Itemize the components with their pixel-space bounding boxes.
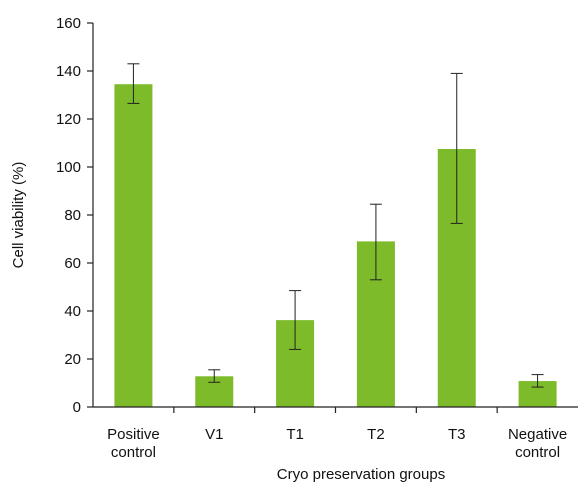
x-tick-label-line: T1 — [286, 426, 304, 443]
x-tick-label: Negative control — [508, 426, 567, 461]
x-tick-label-line: T2 — [367, 426, 385, 443]
y-tick-label: 80 — [64, 207, 81, 224]
x-tick-label-line: control — [111, 444, 156, 461]
x-tick-label: V1 — [205, 426, 223, 443]
y-tick-label: 140 — [56, 63, 81, 80]
error-bars — [127, 63, 544, 388]
x-tick-label: T1 — [286, 426, 304, 443]
bar — [114, 84, 153, 407]
x-tick-label-line: control — [515, 444, 560, 461]
x-tick-label: T2 — [367, 426, 385, 443]
y-tick-label: 160 — [56, 15, 81, 32]
y-axis-title: Cell viability (%) — [10, 162, 27, 269]
y-tick-label: 20 — [64, 351, 81, 368]
x-tick-label-line: Negative — [508, 426, 567, 443]
bars — [114, 84, 557, 407]
y-tick-label: 0 — [73, 399, 81, 416]
x-tick-label-line: Positive — [107, 426, 160, 443]
x-tick-label: T3 — [448, 426, 466, 443]
x-tick-label-line: T3 — [448, 426, 466, 443]
x-axis-title: Cryo preservation groups — [277, 466, 445, 483]
y-tick-label: 40 — [64, 303, 81, 320]
x-tick-label: Positive control — [107, 426, 160, 461]
y-axis-ticks: 0 20 40 60 80 100 120 140 160 — [56, 15, 93, 416]
y-tick-label: 100 — [56, 159, 81, 176]
x-tick-label-line: V1 — [205, 426, 223, 443]
y-tick-label: 120 — [56, 111, 81, 128]
y-tick-label: 60 — [64, 255, 81, 272]
